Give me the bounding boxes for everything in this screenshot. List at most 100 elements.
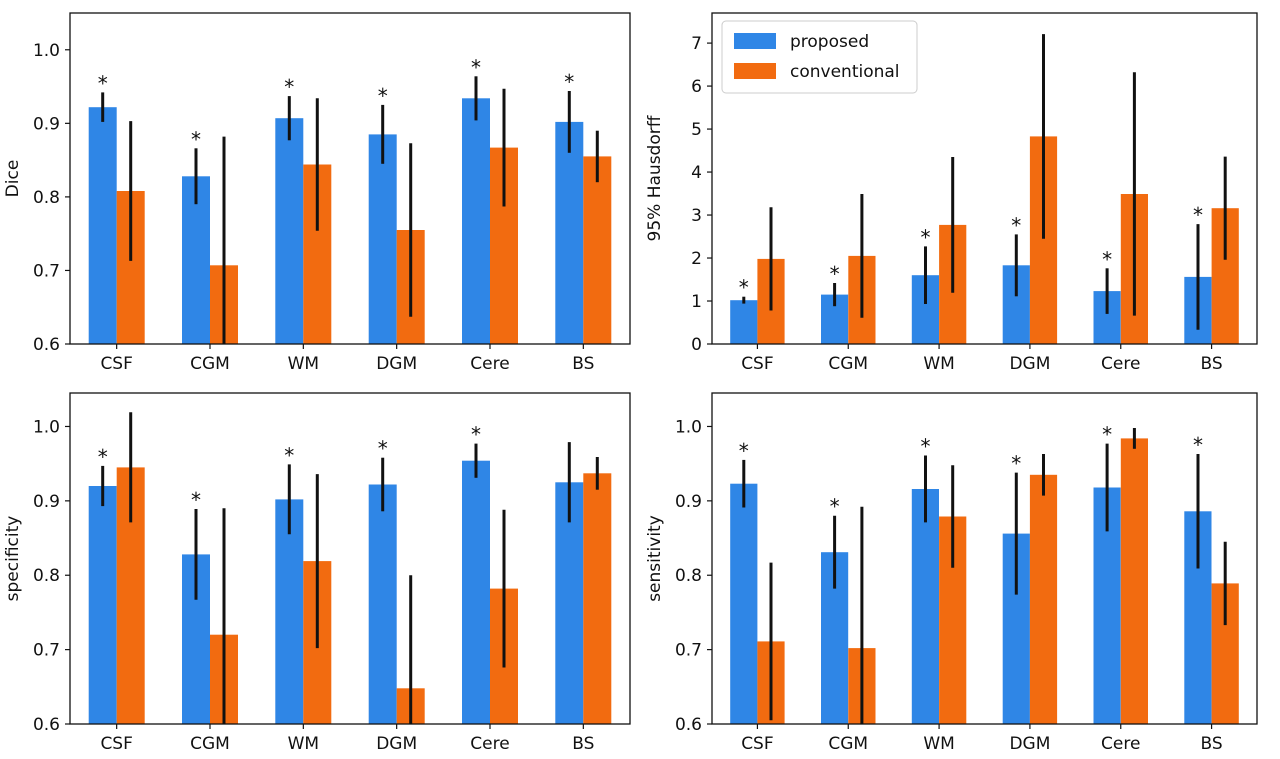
legend-swatch-conventional xyxy=(734,63,776,79)
significance-star-csf: * xyxy=(98,445,108,469)
chart-panel-3: * CSF * CGM * WM * DGM * Cere BS 0.6 0.7 0.8 0.9 1.0 spe… xyxy=(3,392,631,754)
y-tick-label-2: 0.8 xyxy=(33,188,60,208)
x-tick-label-cere: Cere xyxy=(1101,354,1140,374)
y-axis-label: sensitivity xyxy=(645,515,665,602)
y-tick-label-0: 0.6 xyxy=(33,715,60,735)
significance-star-cgm: * xyxy=(191,127,201,151)
bar-proposed-cere xyxy=(462,98,490,344)
bar-proposed-wm xyxy=(275,499,304,724)
y-tick-label-4: 4 xyxy=(691,163,702,183)
y-tick-label-2: 0.8 xyxy=(675,566,702,586)
bar-proposed-cgm xyxy=(182,176,210,344)
y-tick-label-3: 0.9 xyxy=(33,114,60,134)
y-tick-label-4: 1.0 xyxy=(33,417,60,437)
significance-star-wm: * xyxy=(921,225,931,249)
x-tick-label-cgm: CGM xyxy=(190,734,230,754)
bar-conventional-bs xyxy=(583,473,612,724)
significance-star-dgm: * xyxy=(1011,213,1021,237)
y-tick-label-0: 0.6 xyxy=(33,335,60,355)
significance-star-cere: * xyxy=(471,55,481,79)
bar-proposed-cere xyxy=(462,460,490,724)
significance-star-wm: * xyxy=(284,443,294,467)
y-tick-label-3: 0.9 xyxy=(675,492,702,512)
y-axis-label: specificity xyxy=(3,516,23,602)
axes-frame xyxy=(711,12,1258,345)
y-tick-label-4: 1.0 xyxy=(675,417,702,437)
significance-star-bs: * xyxy=(1193,203,1203,227)
significance-star-bs: * xyxy=(564,70,574,94)
x-tick-label-cere: Cere xyxy=(470,354,509,374)
significance-star-dgm: * xyxy=(378,437,388,461)
y-tick-label-1: 0.7 xyxy=(675,641,702,661)
bar-proposed-dgm xyxy=(368,134,397,344)
legend-label-proposed: proposed xyxy=(790,32,869,52)
x-tick-label-cere: Cere xyxy=(1101,734,1140,754)
x-tick-label-wm: WM xyxy=(288,734,319,754)
chart-panel-1: * CSF * CGM * WM * DGM * Cere * BS 0.6 0.7 0.8 0.9 1.0 Di… xyxy=(3,12,631,374)
chart-panel-2: * CSF * CGM * WM * DGM * Cere * BS 0 1 2 3 4 5 6 7 95% Hausd… xyxy=(645,12,1258,374)
bar-proposed-csf xyxy=(88,486,117,724)
y-axis-label: 95% Hausdorff xyxy=(645,114,665,241)
bar-proposed-wm xyxy=(911,489,939,724)
x-tick-label-bs: BS xyxy=(572,734,594,754)
legend-label-conventional: conventional xyxy=(790,62,900,82)
x-tick-label-csf: CSF xyxy=(100,734,132,754)
y-tick-label-6: 6 xyxy=(691,77,702,97)
y-tick-label-1: 0.7 xyxy=(33,261,60,281)
bar-proposed-csf xyxy=(88,107,117,344)
y-tick-label-0: 0.6 xyxy=(675,715,702,735)
x-tick-label-dgm: DGM xyxy=(376,354,417,374)
significance-star-wm: * xyxy=(921,435,931,459)
x-tick-label-wm: WM xyxy=(288,354,319,374)
x-tick-label-cgm: CGM xyxy=(190,354,230,374)
legend-swatch-proposed xyxy=(734,33,776,49)
significance-star-wm: * xyxy=(284,75,294,99)
y-tick-label-4: 1.0 xyxy=(33,41,60,61)
chart-panel-4: * CSF * CGM * WM * DGM * Cere * BS 0.6 0.7 0.8 0.9 1.0 se… xyxy=(645,392,1258,754)
axes-frame xyxy=(69,12,631,345)
bar-conventional-dgm xyxy=(1029,474,1058,724)
significance-star-cere: * xyxy=(1102,247,1112,271)
bar-proposed-csf xyxy=(730,483,758,724)
bar-proposed-csf xyxy=(730,300,758,344)
significance-star-dgm: * xyxy=(1011,452,1021,476)
y-tick-label-3: 3 xyxy=(691,206,702,226)
x-tick-label-dgm: DGM xyxy=(376,734,417,754)
bar-proposed-bs xyxy=(555,121,584,345)
y-tick-label-0: 0 xyxy=(691,335,702,355)
x-tick-label-bs: BS xyxy=(572,354,594,374)
significance-star-bs: * xyxy=(1193,433,1203,457)
bar-proposed-dgm xyxy=(368,484,397,724)
axes-frame xyxy=(69,392,631,725)
x-tick-label-csf: CSF xyxy=(741,354,773,374)
x-tick-label-cere: Cere xyxy=(470,734,509,754)
significance-star-cgm: * xyxy=(830,262,840,286)
y-tick-label-7: 7 xyxy=(691,34,702,54)
x-tick-label-csf: CSF xyxy=(100,354,132,374)
x-tick-label-cgm: CGM xyxy=(828,354,868,374)
y-axis-label: Dice xyxy=(3,160,23,198)
y-tick-label-3: 0.9 xyxy=(33,492,60,512)
x-tick-label-bs: BS xyxy=(1201,354,1223,374)
bar-conventional-cere xyxy=(1120,438,1148,724)
x-tick-label-dgm: DGM xyxy=(1009,354,1050,374)
y-tick-label-5: 5 xyxy=(691,120,702,140)
significance-star-cere: * xyxy=(471,423,481,447)
significance-star-cgm: * xyxy=(830,495,840,519)
x-tick-label-wm: WM xyxy=(923,354,954,374)
x-tick-label-wm: WM xyxy=(923,734,954,754)
axes-frame xyxy=(711,392,1258,725)
y-tick-label-1: 1 xyxy=(691,292,702,312)
x-tick-label-dgm: DGM xyxy=(1009,734,1050,754)
x-tick-label-csf: CSF xyxy=(741,734,773,754)
significance-star-csf: * xyxy=(739,439,749,463)
bar-conventional-bs xyxy=(583,156,612,344)
significance-star-csf: * xyxy=(739,276,749,300)
y-tick-label-1: 0.7 xyxy=(33,641,60,661)
significance-star-cere: * xyxy=(1102,423,1112,447)
significance-star-cgm: * xyxy=(191,488,201,512)
significance-star-dgm: * xyxy=(378,84,388,108)
significance-star-csf: * xyxy=(98,71,108,95)
